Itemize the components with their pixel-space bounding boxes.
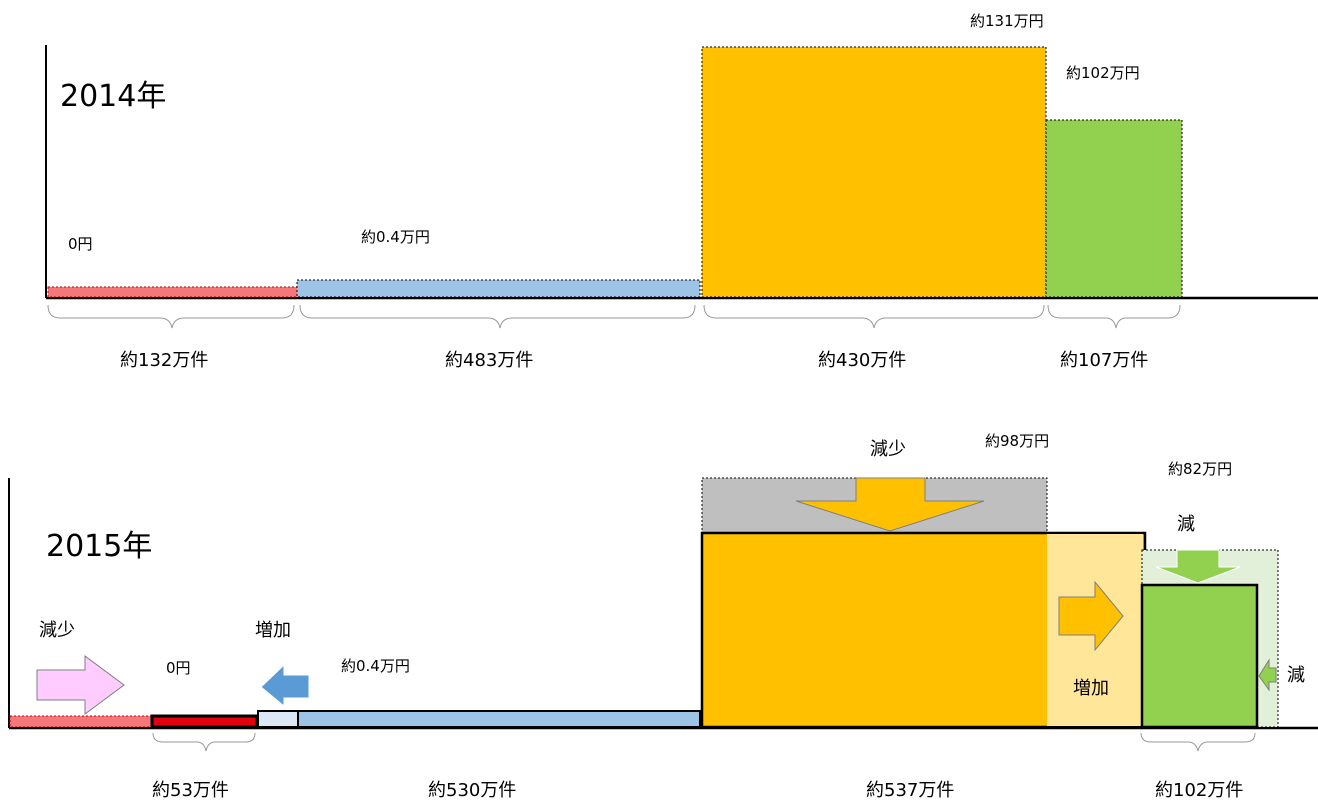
annotation-decrease-green-top: 減 [1177, 514, 1195, 535]
brace-2015-green [1140, 732, 1256, 752]
count-label-2015-blue: 約530万件 [428, 780, 517, 801]
value-label-2014-green: 約102万円 [1066, 64, 1140, 82]
arrow-right-orange [1058, 580, 1124, 652]
panel-2015 [8, 477, 1318, 752]
panel-2014 [45, 45, 1318, 329]
brace-2014-blue [299, 304, 696, 329]
arrow-right-pink [36, 655, 125, 715]
value-label-2014-orange: 約131万円 [970, 12, 1044, 30]
count-label-2014-red: 約132万件 [120, 350, 209, 371]
brace-2015-red [152, 732, 256, 752]
arrow-left-blue [260, 663, 310, 708]
brace-2014-orange [703, 304, 1045, 329]
braces-2014 [47, 304, 1181, 329]
count-label-2015-green: 約102万件 [1155, 780, 1244, 801]
bar-2015-blue-added [257, 710, 299, 728]
value-label-2015-zero: 0円 [166, 659, 191, 677]
annotation-decrease-left: 減少 [39, 620, 75, 641]
annotation-increase-left: 増加 [255, 620, 291, 641]
annotation-decrease-green-side: 減 [1287, 665, 1305, 686]
bar-2014-blue [296, 279, 701, 298]
brace-2014-green [1047, 304, 1181, 329]
arrow-left-green [1258, 658, 1277, 692]
bar-2014-orange [701, 46, 1047, 298]
year-label-2014: 2014年 [60, 79, 167, 114]
bar-2015-blue [297, 710, 701, 728]
value-label-2014-zero: 0円 [68, 235, 93, 253]
count-label-2014-green: 約107万件 [1060, 350, 1149, 371]
bar-2014-green [1045, 119, 1183, 298]
brace-2014-red [47, 304, 295, 329]
braces-2015 [152, 732, 1256, 752]
count-label-2014-blue: 約483万件 [445, 350, 534, 371]
bar-2015-red-old [9, 715, 153, 728]
annotation-increase-mid: 増加 [1073, 678, 1109, 699]
value-label-2015-green: 約82万円 [1168, 460, 1233, 478]
year-label-2015: 2015年 [46, 529, 153, 564]
arrow-down-orange [795, 477, 985, 532]
count-label-2014-orange: 約430万件 [818, 350, 907, 371]
bar-2015-green [1140, 583, 1259, 729]
count-label-2015-orange: 約537万件 [866, 780, 955, 801]
arrow-down-green [1155, 549, 1241, 584]
value-label-2015-orange: 約98万円 [985, 432, 1050, 450]
bar-2015-red [150, 714, 259, 729]
bar-2014-red [47, 286, 298, 298]
annotation-decrease-top: 減少 [870, 439, 906, 460]
count-label-2015-red: 約53万件 [152, 780, 229, 801]
value-label-2014-blue: 約0.4万円 [361, 228, 430, 246]
value-label-2015-blue: 約0.4万円 [341, 657, 410, 675]
